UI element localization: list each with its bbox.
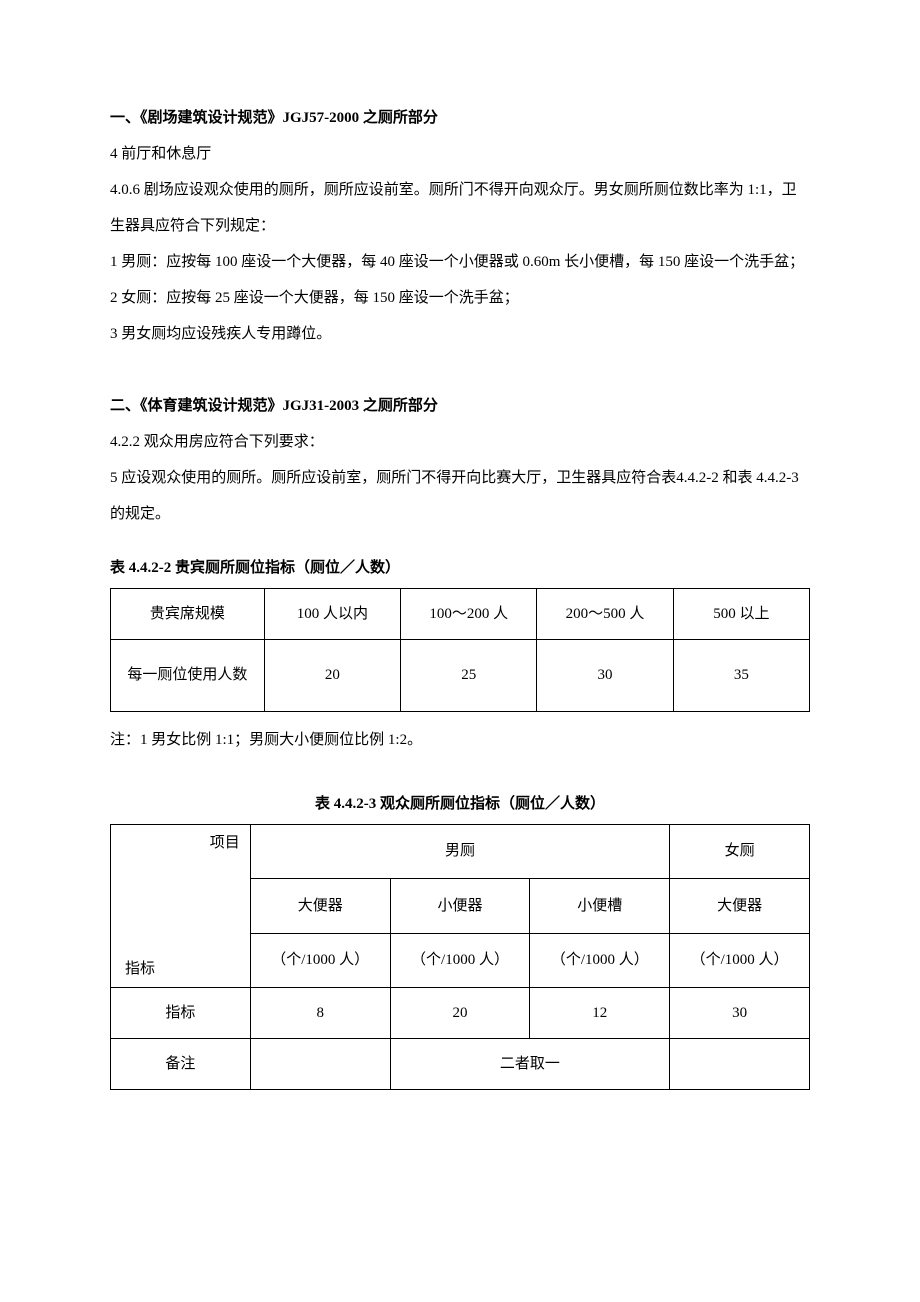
table2-row1-v1: 20	[390, 988, 530, 1039]
table1-caption: 表 4.4.2-2 贵宾厕所厕位指标（厕位／人数）	[110, 550, 810, 586]
section1-p1: 4 前厅和休息厅	[110, 136, 810, 172]
section1-p2: 4.0.6 剧场应设观众使用的厕所，厕所应设前室。厕所门不得开向观众厅。男女厕所…	[110, 172, 810, 244]
table2-row1-v2: 12	[530, 988, 670, 1039]
table2-corner-top: 项目	[210, 829, 240, 858]
table2-subheader-0: 大便器	[250, 879, 390, 933]
vip-toilet-table: 贵宾席规模 100 人以内 100～200 人 200～500 人 500 以上…	[110, 588, 810, 712]
table-row: 指标 8 20 12 30	[111, 988, 810, 1039]
table2-corner: 项目 指标	[111, 825, 251, 988]
table2-unit-1: （个/1000 人）	[390, 933, 530, 987]
table-row: 贵宾席规模 100 人以内 100～200 人 200～500 人 500 以上	[111, 589, 810, 640]
table1-row-label: 每一厕位使用人数	[111, 640, 265, 712]
table2-unit-3: （个/1000 人）	[670, 933, 810, 987]
table2-row2-empty1	[250, 1039, 390, 1090]
table2-col-female: 女厕	[670, 825, 810, 879]
table2-row1-v3: 30	[670, 988, 810, 1039]
table1-value-1: 25	[401, 640, 537, 712]
table1-header-3: 200～500 人	[537, 589, 673, 640]
table2-corner-bottom: 指标	[125, 955, 155, 984]
table1-value-2: 30	[537, 640, 673, 712]
table1-value-3: 35	[673, 640, 809, 712]
section1-p4: 2 女厕：应按每 25 座设一个大便器，每 150 座设一个洗手盆；	[110, 280, 810, 316]
table2-subheader-3: 大便器	[670, 879, 810, 933]
audience-toilet-table: 项目 指标 男厕 女厕 大便器 小便器 小便槽 大便器 （个/1000 人） （…	[110, 824, 810, 1090]
table2-row2-empty2	[670, 1039, 810, 1090]
table2-row2-label: 备注	[111, 1039, 251, 1090]
table2-unit-2: （个/1000 人）	[530, 933, 670, 987]
section2-p1: 4.2.2 观众用房应符合下列要求：	[110, 424, 810, 460]
section2-heading: 二、《体育建筑设计规范》JGJ31-2003 之厕所部分	[110, 388, 810, 424]
table-row: 每一厕位使用人数 20 25 30 35	[111, 640, 810, 712]
table2-caption: 表 4.4.2-3 观众厕所厕位指标（厕位／人数）	[110, 786, 810, 822]
table2-unit-0: （个/1000 人）	[250, 933, 390, 987]
table1-value-0: 20	[264, 640, 400, 712]
table1-note: 注：1 男女比例 1:1；男厕大小便厕位比例 1:2。	[110, 722, 810, 758]
table1-header-1: 100 人以内	[264, 589, 400, 640]
section2-p2: 5 应设观众使用的厕所。厕所应设前室，厕所门不得开向比赛大厅，卫生器具应符合表4…	[110, 460, 810, 532]
table1-header-0: 贵宾席规模	[111, 589, 265, 640]
table-row: 备注 二者取一	[111, 1039, 810, 1090]
table2-subheader-1: 小便器	[390, 879, 530, 933]
table1-header-2: 100～200 人	[401, 589, 537, 640]
table2-row2-merged: 二者取一	[390, 1039, 670, 1090]
table2-col-male: 男厕	[250, 825, 669, 879]
table-row: 项目 指标 男厕 女厕	[111, 825, 810, 879]
table1-header-4: 500 以上	[673, 589, 809, 640]
section1-p5: 3 男女厕均应设残疾人专用蹲位。	[110, 316, 810, 352]
table2-row1-v0: 8	[250, 988, 390, 1039]
section1-heading: 一、《剧场建筑设计规范》JGJ57-2000 之厕所部分	[110, 100, 810, 136]
table2-row1-label: 指标	[111, 988, 251, 1039]
table2-subheader-2: 小便槽	[530, 879, 670, 933]
section1-p3: 1 男厕：应按每 100 座设一个大便器，每 40 座设一个小便器或 0.60m…	[110, 244, 810, 280]
